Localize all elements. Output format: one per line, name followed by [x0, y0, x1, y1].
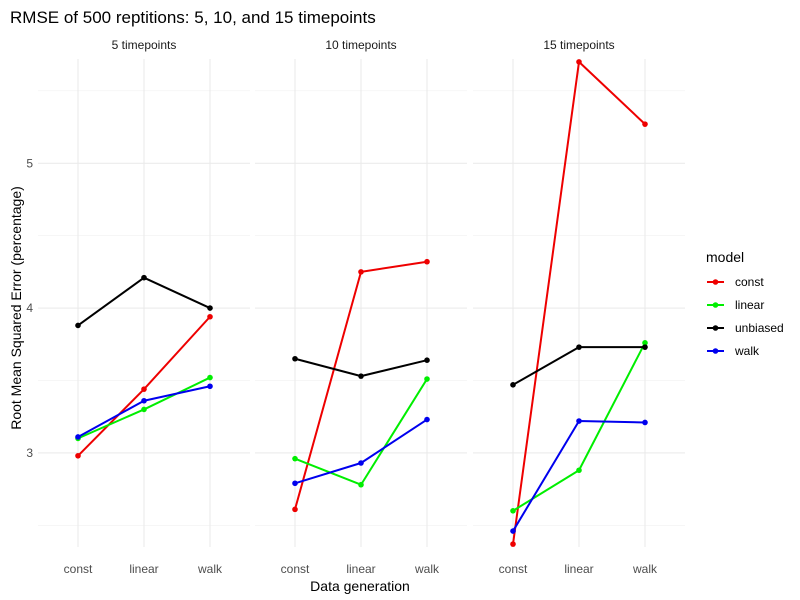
data-point-unbiased — [292, 355, 298, 362]
data-point-const — [141, 386, 147, 392]
facet-label: 15 timepoints — [543, 38, 614, 52]
y-tick-label: 5 — [26, 156, 33, 170]
data-point-linear — [141, 406, 147, 413]
data-point-walk — [642, 419, 648, 426]
data-point-linear — [358, 481, 364, 488]
x-tick-label: walk — [197, 562, 223, 576]
facet-panel: 5 timepoints const linear walk — [38, 38, 250, 576]
x-tick-label: linear — [564, 562, 593, 576]
legend-key-point — [712, 325, 719, 331]
legend: model const linear unbiased walk — [706, 249, 784, 358]
data-point-unbiased — [358, 373, 364, 379]
data-point-unbiased — [207, 305, 213, 311]
x-tick-label: const — [281, 562, 310, 576]
data-point-walk — [292, 480, 298, 487]
legend-item-unbiased: unbiased — [707, 321, 784, 335]
legend-key-point — [712, 302, 719, 308]
data-point-const — [75, 452, 81, 459]
legend-item-const: const — [707, 275, 764, 289]
legend-label: unbiased — [735, 321, 784, 335]
data-point-const — [642, 121, 648, 127]
x-tick-label: linear — [346, 562, 375, 576]
data-point-linear — [510, 507, 516, 514]
data-point-linear — [576, 467, 582, 474]
data-point-walk — [510, 528, 516, 534]
data-point-const — [207, 313, 213, 320]
legend-item-linear: linear — [707, 298, 764, 312]
data-point-const — [576, 59, 582, 65]
y-axis-title: Root Mean Squared Error (percentage) — [8, 186, 24, 430]
data-point-unbiased — [424, 357, 430, 363]
data-point-const — [510, 541, 516, 547]
facet-label: 5 timepoints — [112, 38, 177, 52]
x-tick-label: linear — [129, 562, 158, 576]
legend-key-point — [712, 348, 719, 354]
chart-title: RMSE of 500 reptitions: 5, 10, and 15 ti… — [10, 8, 376, 27]
facet-label: 10 timepoints — [325, 38, 396, 52]
data-point-linear — [424, 376, 430, 382]
x-axis-title: Data generation — [310, 578, 410, 594]
legend-label: linear — [735, 298, 764, 312]
x-tick-label: const — [64, 562, 93, 576]
data-point-linear — [292, 455, 298, 462]
data-point-unbiased — [642, 344, 648, 350]
y-tick-label: 3 — [26, 446, 33, 460]
y-tick-label: 4 — [26, 301, 33, 315]
x-tick-label: const — [499, 562, 528, 576]
x-tick-label: walk — [414, 562, 440, 576]
data-point-walk — [576, 418, 582, 424]
x-tick-label: walk — [632, 562, 658, 576]
data-point-walk — [141, 397, 147, 404]
data-point-const — [292, 506, 298, 513]
facet-panel: 10 timepoints const linear walk — [255, 38, 467, 576]
legend-label: const — [735, 275, 764, 289]
legend-title: model — [706, 249, 744, 265]
legend-item-walk: walk — [707, 344, 760, 358]
legend-label: walk — [734, 344, 760, 358]
data-point-walk — [424, 416, 430, 423]
legend-key-point — [712, 279, 719, 285]
data-point-unbiased — [510, 382, 516, 388]
data-point-walk — [358, 460, 364, 466]
data-point-const — [358, 269, 364, 275]
data-point-linear — [642, 340, 648, 346]
data-point-walk — [75, 434, 81, 440]
facet-panel: 15 timepoints const linear walk — [473, 38, 685, 576]
data-point-unbiased — [75, 322, 81, 329]
data-point-unbiased — [576, 344, 582, 350]
data-point-const — [424, 258, 430, 265]
data-point-linear — [207, 374, 213, 381]
data-point-unbiased — [141, 274, 147, 281]
data-point-walk — [207, 383, 213, 390]
